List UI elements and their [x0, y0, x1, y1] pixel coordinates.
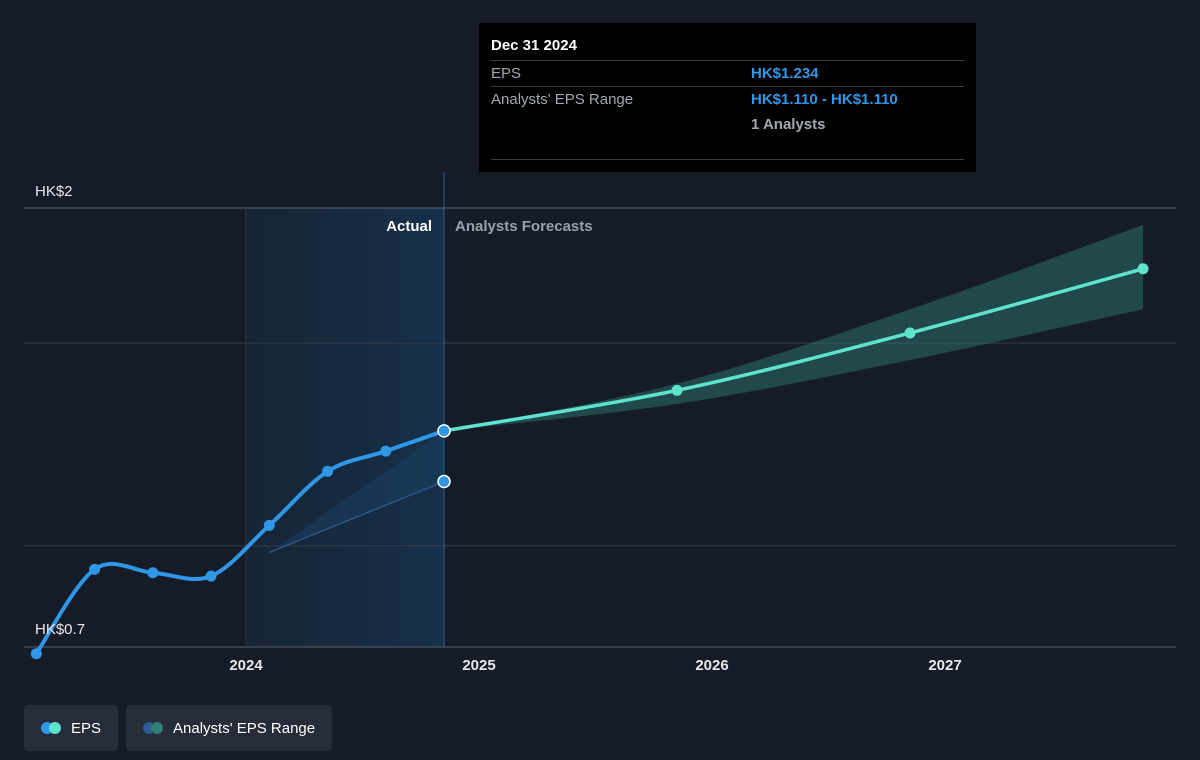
eps-actual-point — [263, 519, 275, 531]
y-axis-label-bottom: HK$0.7 — [35, 621, 85, 638]
past-range-wedge — [269, 430, 445, 553]
tooltip-analysts-count: 1 Analysts — [751, 116, 826, 133]
tooltip-row-range: Analysts' EPS Range HK$1.110 - HK$1.110 — [491, 86, 964, 112]
x-tick-label: 2026 — [695, 657, 728, 674]
eps-forecast-point — [904, 327, 916, 339]
tooltip-row-eps: EPS HK$1.234 — [491, 60, 964, 86]
legend-eps-swatch — [41, 722, 61, 734]
actual-section-label: Actual — [386, 218, 432, 235]
eps-forecast-dot — [49, 722, 61, 734]
eps-forecast-line — [442, 267, 1145, 433]
tooltip-range-value: HK$1.110 - HK$1.110 — [751, 91, 898, 108]
x-tick-label: 2024 — [229, 657, 263, 674]
legend-item-range[interactable]: Analysts' EPS Range — [126, 705, 333, 751]
eps-actual-point — [437, 424, 451, 438]
legend-range-swatch — [143, 722, 164, 734]
tooltip-eps-label: EPS — [491, 65, 522, 82]
tooltip-divider — [491, 159, 964, 160]
forecast-section-label: Analysts Forecasts — [455, 218, 593, 235]
range-forecast-dot — [151, 722, 164, 734]
eps-forecast-point — [671, 384, 683, 396]
y-axis-label-top: HK$2 — [35, 183, 73, 200]
legend: EPS Analysts' EPS Range — [24, 705, 333, 751]
x-tick-label: 2027 — [928, 657, 961, 674]
analyst-estimate-point — [437, 474, 451, 489]
eps-actual-point — [89, 563, 101, 575]
tooltip-date: Dec 31 2024 — [491, 37, 577, 54]
tooltip: Dec 31 2024 EPS HK$1.234 Analysts' EPS R… — [479, 23, 976, 172]
legend-eps-label: EPS — [71, 719, 102, 737]
eps-actual-point — [380, 445, 392, 457]
past-range-line — [269, 480, 445, 554]
eps-actual-point — [322, 465, 334, 477]
tooltip-range-label: Analysts' EPS Range — [491, 91, 634, 108]
tooltip-row-analysts: 1 Analysts — [491, 112, 964, 137]
legend-item-eps[interactable]: EPS — [24, 705, 119, 751]
forecast-range-band — [444, 224, 1144, 431]
legend-range-label: Analysts' EPS Range — [173, 719, 316, 737]
eps-forecast-point — [1137, 263, 1149, 275]
eps-actual-point — [147, 567, 159, 579]
eps-actual-point — [205, 570, 217, 582]
tooltip-eps-value: HK$1.234 — [751, 65, 819, 82]
x-tick-label: 2025 — [462, 657, 495, 674]
eps-actual-point — [30, 648, 42, 660]
past-year-region — [246, 208, 445, 647]
